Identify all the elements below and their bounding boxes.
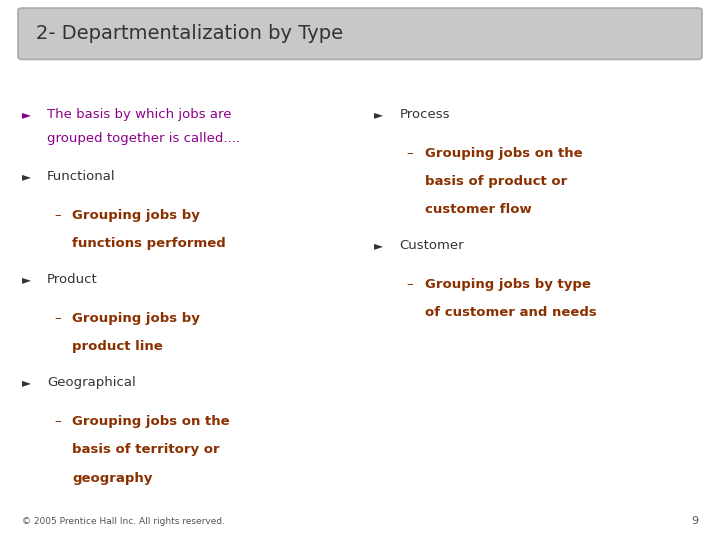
- Text: basis of product or: basis of product or: [425, 175, 567, 188]
- Text: –: –: [54, 209, 60, 222]
- Text: customer flow: customer flow: [425, 203, 531, 216]
- Text: ►: ►: [22, 108, 30, 121]
- Text: –: –: [407, 147, 413, 160]
- Text: © 2005 Prentice Hall Inc. All rights reserved.: © 2005 Prentice Hall Inc. All rights res…: [22, 517, 225, 526]
- Text: 2- Departmentalization by Type: 2- Departmentalization by Type: [36, 24, 343, 43]
- Text: Grouping jobs on the: Grouping jobs on the: [72, 415, 230, 428]
- Text: Grouping jobs by: Grouping jobs by: [72, 312, 200, 325]
- Text: functions performed: functions performed: [72, 237, 226, 250]
- Text: Grouping jobs on the: Grouping jobs on the: [425, 147, 582, 160]
- Text: The basis by which jobs are: The basis by which jobs are: [47, 108, 231, 121]
- Text: geography: geography: [72, 471, 153, 484]
- Text: basis of territory or: basis of territory or: [72, 443, 220, 456]
- FancyBboxPatch shape: [18, 8, 702, 59]
- Text: ►: ►: [22, 170, 30, 183]
- Text: Geographical: Geographical: [47, 376, 135, 389]
- Text: Grouping jobs by: Grouping jobs by: [72, 209, 200, 222]
- Text: Functional: Functional: [47, 170, 115, 183]
- Text: –: –: [407, 278, 413, 291]
- Text: ►: ►: [22, 376, 30, 389]
- Text: Customer: Customer: [400, 239, 464, 252]
- Text: –: –: [54, 415, 60, 428]
- Text: Process: Process: [400, 108, 450, 121]
- Text: product line: product line: [72, 340, 163, 353]
- Text: grouped together is called....: grouped together is called....: [47, 132, 240, 145]
- Text: Product: Product: [47, 273, 97, 286]
- Text: ►: ►: [22, 273, 30, 286]
- Text: ►: ►: [374, 239, 384, 252]
- Text: 9: 9: [691, 516, 698, 526]
- Text: –: –: [54, 312, 60, 325]
- Text: ►: ►: [374, 108, 384, 121]
- Text: Grouping jobs by type: Grouping jobs by type: [425, 278, 590, 291]
- Text: of customer and needs: of customer and needs: [425, 306, 597, 319]
